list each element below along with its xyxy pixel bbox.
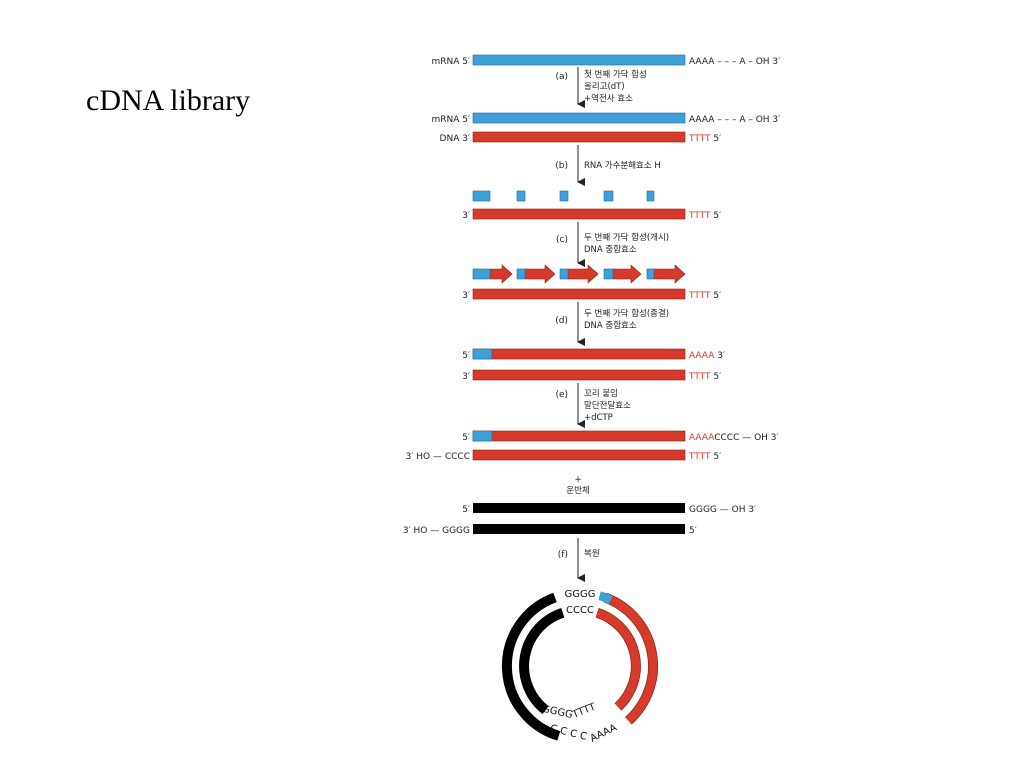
slide-title: cDNA library	[86, 84, 251, 117]
ds-bottom-strand	[472, 369, 686, 381]
step-c: (c) 두 번째 가닥 합성(개시) DNA 중합효소	[556, 222, 669, 267]
extension-arrow	[472, 264, 513, 284]
hybrid-mrna-polya: AAAA – – – A – OH 3′	[689, 115, 780, 125]
row-vector: 5′ GGGG — OH 3′ 3′ HO — GGGG 5′	[403, 503, 756, 536]
mrna-5-label: mRNA 5′	[431, 57, 470, 67]
row-first-strand: 3′ TTTT 5′	[462, 208, 721, 221]
template-tail: TTTT 5′	[688, 291, 721, 301]
tailed-top-tail: AAAACCCC — OH 3′	[689, 433, 779, 443]
step-e: (e) 꼬리 붙임 말단전달효소 +dCTP	[555, 383, 631, 428]
step-e-note-2: 말단전달효소	[584, 400, 631, 411]
step-d-note-2: DNA 중합효소	[584, 321, 637, 331]
ds-top-tail: AAAA 3′	[689, 351, 725, 361]
plasmid-bottom-tttt: TTTT	[570, 701, 598, 721]
vector-top-tail: GGGG — OH 3′	[689, 505, 756, 515]
template-dna	[472, 288, 686, 300]
first-strand-3-label: 3′	[462, 211, 470, 221]
vector-top-5-label: 5′	[462, 505, 470, 515]
ds-bottom-3-label: 3′	[462, 372, 470, 382]
rna-fragment	[559, 190, 569, 202]
step-a-letter: (a)	[555, 72, 568, 82]
row-ds-cdna: 5′ AAAA 3′ 3′ TTTT 5′	[462, 348, 725, 382]
tailed-top-strand	[472, 430, 686, 442]
tailed-bottom-tail: TTTT 5′	[688, 452, 721, 462]
rna-fragment	[646, 190, 655, 202]
extension-arrow	[516, 264, 556, 284]
extension-arrow	[603, 264, 642, 284]
step-b-letter: (b)	[555, 161, 568, 171]
vector-label: 운반체	[566, 485, 589, 496]
vector-bottom-strand	[473, 524, 685, 534]
step-a-note-1: 첫 번째 가닥 합성	[584, 69, 647, 80]
vector-bottom-label: 3′ HO — GGGG	[403, 526, 470, 536]
row-mrna: mRNA 5′ AAAA – – – A – OH 3′	[431, 54, 780, 67]
row-tailed-cdna: 5′ AAAACCCC — OH 3′ 3′ HO — CCCC TTTT 5′	[406, 430, 779, 462]
plus-sign: +	[574, 475, 581, 485]
step-f: (f) 복원	[558, 538, 600, 582]
plasmid-bottom-gggg: GGGG	[541, 704, 574, 721]
hybrid-dna-label: DNA 3′	[440, 134, 470, 144]
hybrid-dna-tail: TTTT 5′	[688, 134, 721, 144]
ds-bottom-tail: TTTT 5′	[688, 372, 721, 382]
step-c-note-2: DNA 중합효소	[584, 245, 637, 255]
vector-top-strand	[473, 503, 685, 513]
hybrid-mrna-label: mRNA 5′	[431, 115, 470, 125]
tailed-top-5-label: 5′	[462, 433, 470, 443]
step-d: (d) 두 번째 가닥 합성(종결) DNA 중합효소	[555, 302, 669, 346]
step-f-letter: (f)	[558, 550, 568, 560]
ds-top-5-label: 5′	[462, 351, 470, 361]
rna-fragment	[472, 190, 491, 202]
primer-extension-arrows	[472, 264, 686, 284]
plasmid-outer-vector	[501, 592, 561, 741]
step-e-letter: (e)	[555, 390, 568, 400]
plasmid-top-outer-gggg: GGGG	[565, 589, 596, 600]
tailed-top-rna-primer	[472, 430, 493, 442]
step-e-note-1: 꼬리 붙임	[584, 388, 618, 399]
step-c-letter: (c)	[556, 235, 568, 245]
plasmid-rna-primer	[598, 591, 613, 605]
step-d-note-1: 두 번째 가닥 합성(종결)	[584, 308, 669, 319]
step-d-letter: (d)	[555, 316, 568, 326]
ds-top-rna-primer	[472, 348, 493, 360]
plasmid-top-inner-cccc: CCCC	[566, 605, 594, 616]
mrna-strand	[472, 54, 686, 66]
step-a-note-3: +역전사 효소	[584, 93, 633, 104]
rna-fragment	[603, 190, 614, 202]
step-b: (b) RNA 가수분해효소 H	[555, 145, 661, 186]
plasmid-inner-cdna	[595, 608, 641, 711]
plus-vector: + 운반체	[566, 475, 589, 496]
plasmid-bottom-aaaa: AAAA	[588, 722, 618, 744]
first-strand-tail: TTTT 5′	[688, 211, 721, 221]
hybrid-mrna-strand	[472, 112, 686, 124]
rna-fragment	[516, 190, 526, 202]
extension-arrow	[646, 264, 686, 284]
step-a: (a) 첫 번째 가닥 합성 올리고(dT) +역전사 효소	[555, 67, 647, 108]
step-b-note-1: RNA 가수분해효소 H	[584, 161, 661, 171]
step-f-note-1: 복원	[584, 549, 600, 559]
row-hybrid: mRNA 5′ AAAA – – – A – OH 3′ DNA 3′ TTTT…	[431, 112, 780, 144]
tailed-bottom-strand	[472, 449, 686, 461]
step-c-note-1: 두 번째 가닥 합성(개시)	[584, 232, 669, 243]
plasmid-inner-vector	[519, 607, 565, 715]
tailed-bottom-label: 3′ HO — CCCC	[406, 452, 470, 462]
first-strand-dna	[472, 208, 686, 220]
extension-arrow	[559, 264, 599, 284]
template-3-label: 3′	[462, 291, 470, 301]
plasmid-outer-cdna	[603, 593, 658, 724]
mrna-polya-label: AAAA – – – A – OH 3′	[689, 57, 780, 67]
rna-fragments	[472, 190, 655, 202]
recombinant-plasmid: GGGG CCCC GGGG TTTT C C C C AAAA	[501, 589, 659, 745]
step-e-note-3: +dCTP	[584, 413, 613, 423]
row-template-strand: 3′ TTTT 5′	[462, 288, 721, 301]
vector-bottom-5: 5′	[689, 526, 697, 536]
step-a-note-2: 올리고(dT)	[584, 82, 625, 92]
hybrid-dna-strand	[472, 131, 686, 143]
plasmid-bottom-cccc: C C C C	[549, 723, 588, 743]
ds-top-strand	[472, 348, 686, 360]
